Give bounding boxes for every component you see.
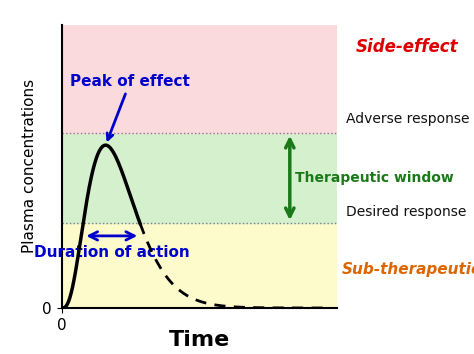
Text: Side-effect: Side-effect	[356, 39, 458, 56]
Bar	[62, 25, 337, 133]
Bar	[62, 133, 337, 223]
Text: Duration of action: Duration of action	[34, 245, 190, 260]
Text: Peak of effect: Peak of effect	[71, 74, 191, 140]
Text: Sub-therapeutic: Sub-therapeutic	[341, 262, 474, 277]
Y-axis label: Plasma concentrations: Plasma concentrations	[22, 79, 36, 253]
Text: Adverse response: Adverse response	[346, 113, 470, 126]
Text: Therapeutic window: Therapeutic window	[295, 171, 454, 185]
Text: Desired response: Desired response	[346, 205, 466, 219]
Bar	[62, 223, 337, 308]
Text: Time: Time	[168, 331, 230, 350]
